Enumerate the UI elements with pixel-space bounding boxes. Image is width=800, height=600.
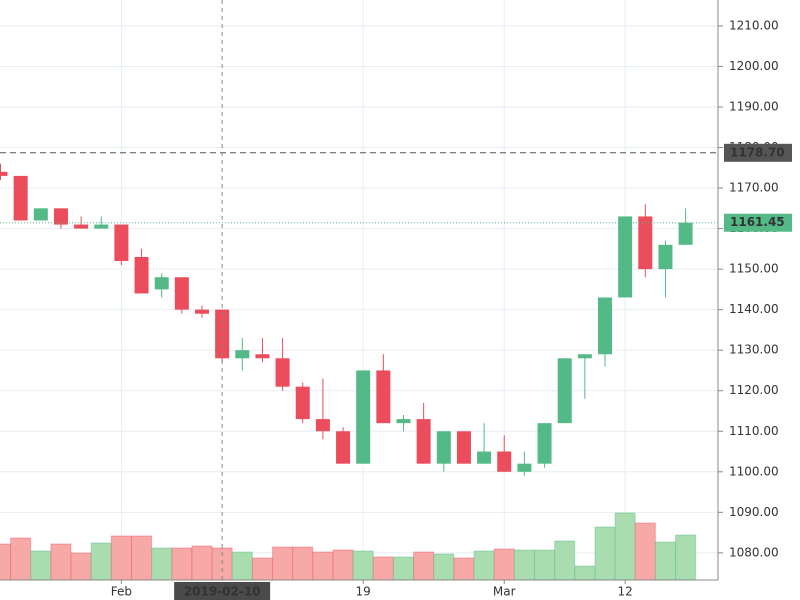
price-label-box: [724, 143, 792, 162]
candle-body: [134, 256, 149, 294]
volume-bar: [413, 551, 435, 581]
y-tick-label: 1190.00: [729, 100, 779, 114]
x-tick-label: Mar: [493, 585, 516, 599]
volume-bar: [675, 534, 697, 581]
y-tick-label: 1120.00: [729, 383, 779, 397]
candle-body: [497, 451, 512, 472]
x-tick-label: Feb: [111, 585, 132, 599]
volume-bar: [654, 541, 676, 581]
candle-body: [235, 350, 250, 359]
x-tick-label: 12: [618, 585, 633, 599]
candle-body: [517, 463, 532, 472]
volume-bar: [534, 549, 556, 581]
volume-bar: [594, 526, 616, 581]
candle-body: [436, 431, 451, 464]
candle-body: [336, 431, 351, 464]
volume-bar: [131, 535, 153, 581]
candle-body: [678, 222, 693, 245]
candle-body: [577, 354, 592, 359]
volume-bar: [0, 543, 11, 581]
candle-body: [275, 358, 290, 387]
y-tick-label: 1130.00: [729, 343, 779, 357]
candle-body: [537, 423, 552, 464]
volume-bar: [493, 548, 515, 581]
candle-body: [154, 277, 169, 290]
price-axis-bg: [718, 0, 800, 600]
candle-body: [618, 216, 633, 298]
candle-body: [315, 419, 330, 432]
volume-bar: [574, 565, 596, 581]
candle-body: [477, 451, 492, 464]
volume-bar: [151, 547, 173, 581]
volume-bar: [393, 556, 414, 581]
candle-body: [215, 309, 230, 359]
candle-body: [0, 171, 8, 176]
y-tick-label: 1080.00: [729, 545, 779, 559]
crosshair-label: 2019-02-10: [184, 585, 261, 599]
volume-bar: [453, 557, 475, 581]
y-tick-label: 1150.00: [729, 262, 779, 276]
candle-body: [557, 358, 572, 424]
y-tick-label: 1140.00: [729, 302, 779, 316]
y-tick-label: 1090.00: [729, 505, 779, 519]
candle-body: [376, 370, 391, 424]
volume-bar: [272, 546, 294, 581]
candle-body: [114, 224, 129, 262]
volume-bar: [191, 545, 213, 581]
y-tick-label: 1110.00: [729, 424, 779, 438]
y-tick-label: 1210.00: [729, 18, 779, 32]
candle-body: [356, 370, 371, 464]
candle-body: [456, 431, 471, 464]
price-label: 1161.45: [730, 215, 785, 229]
candle-body: [195, 309, 209, 314]
volume-bar: [554, 540, 576, 581]
candle-body: [33, 208, 48, 221]
candle-body: [416, 419, 431, 464]
candle-body: [295, 386, 310, 420]
volume-bar: [110, 535, 132, 581]
y-tick-label: 1170.00: [729, 181, 779, 195]
price-label: 1178.70: [730, 145, 785, 159]
y-tick-label: 1200.00: [729, 59, 779, 73]
volume-bar: [372, 556, 394, 581]
candle-body: [658, 244, 673, 270]
volume-bar: [332, 549, 354, 581]
candle-body: [74, 224, 89, 229]
candle-body: [255, 354, 270, 359]
candle-body: [638, 216, 653, 270]
candle-body: [53, 208, 68, 225]
volume-bar: [634, 522, 656, 581]
volume-bar: [231, 551, 253, 581]
volume-bar: [614, 512, 636, 581]
crosshair-label-box: [174, 582, 271, 600]
volume-bar: [171, 547, 193, 581]
volume-bar: [50, 543, 72, 581]
y-tick-label: 1100.00: [729, 464, 779, 478]
candle-body: [94, 224, 109, 229]
volume-bar: [251, 557, 273, 581]
volume-bar: [90, 542, 112, 581]
volume-bar: [30, 550, 52, 581]
volume-bar: [473, 550, 495, 581]
volume-bar: [433, 553, 455, 581]
candle-body: [598, 297, 612, 355]
candle-body: [13, 175, 28, 221]
candle-body: [174, 277, 189, 310]
volume-bar: [70, 552, 92, 581]
volume-bar: [352, 550, 374, 581]
volume-bar: [292, 546, 314, 581]
candle-body: [396, 419, 411, 424]
volume-bar: [10, 537, 32, 581]
volume-bar: [513, 549, 535, 581]
volume-bar: [312, 551, 334, 581]
x-tick-label: 19: [356, 585, 371, 599]
price-label-box: [724, 213, 792, 232]
